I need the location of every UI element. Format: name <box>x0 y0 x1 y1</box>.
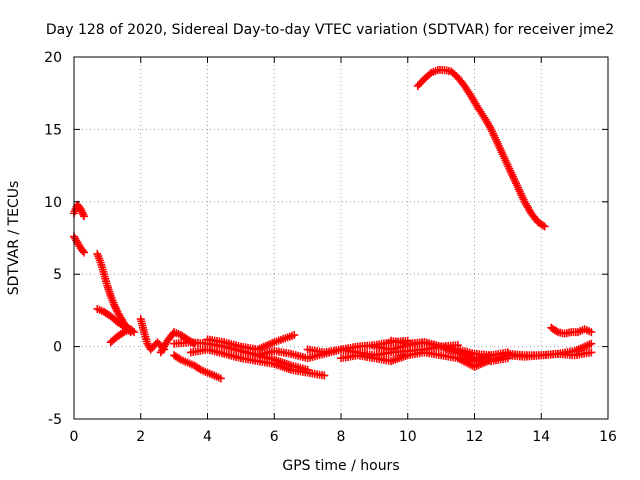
data-point <box>130 328 139 337</box>
data-point <box>320 371 329 380</box>
y-axis-title: SDTVAR / TECUs <box>6 181 22 296</box>
data-point <box>587 328 596 337</box>
x-tick-label: 8 <box>337 429 346 445</box>
data-point <box>78 247 87 256</box>
x-tick-label: 14 <box>532 429 550 445</box>
data-point <box>80 212 89 221</box>
data-point <box>79 210 88 219</box>
series-arc-8 <box>170 351 225 383</box>
y-tick-label: -5 <box>48 412 62 428</box>
x-tick-label: 16 <box>599 429 617 445</box>
series-arc-20 <box>547 323 596 338</box>
data-point <box>538 221 547 230</box>
x-axis-title: GPS time / hours <box>282 458 399 474</box>
data-point <box>77 206 86 215</box>
data-point <box>290 331 299 340</box>
x-tick-label: 4 <box>203 429 212 445</box>
data-point <box>110 302 119 311</box>
series-arc-11 <box>203 331 299 354</box>
data-points <box>70 66 596 383</box>
data-point <box>587 348 596 357</box>
series-arc-4 <box>93 304 135 337</box>
series-arc-1 <box>70 200 89 221</box>
y-tick-label: 0 <box>53 340 62 356</box>
data-point <box>111 304 120 313</box>
x-tick-label: 10 <box>399 429 417 445</box>
chart-title: Day 128 of 2020, Sidereal Day-to-day VTE… <box>46 22 614 38</box>
x-tick-label: 0 <box>70 429 79 445</box>
series-arc-18 <box>503 339 596 360</box>
series-arc-19 <box>413 66 549 231</box>
series-arc-6 <box>136 315 169 354</box>
x-tick-label: 12 <box>466 429 484 445</box>
x-tick-label: 6 <box>270 429 279 445</box>
y-tick-label: 15 <box>44 122 62 138</box>
data-point <box>78 208 87 217</box>
data-point <box>128 326 137 335</box>
y-tick-label: 20 <box>44 50 62 66</box>
data-point <box>76 205 85 214</box>
y-tick-labels: -5 0 5 10 15 20 <box>44 50 62 428</box>
data-point <box>110 300 119 309</box>
x-tick-label: 2 <box>136 429 145 445</box>
data-point <box>587 339 596 348</box>
data-point <box>552 327 561 336</box>
series-arc-2 <box>70 232 89 257</box>
y-tick-label: 10 <box>44 195 62 211</box>
series-arc-10 <box>186 345 329 380</box>
grid-lines <box>74 57 608 419</box>
series-arc-5 <box>106 325 139 347</box>
x-tick-labels: 0 2 4 6 8 10 12 14 16 <box>70 429 617 445</box>
data-point <box>540 222 549 231</box>
y-tick-label: 5 <box>53 267 62 283</box>
data-point <box>216 374 225 383</box>
data-point <box>80 248 89 257</box>
axis-ticks <box>73 56 609 420</box>
